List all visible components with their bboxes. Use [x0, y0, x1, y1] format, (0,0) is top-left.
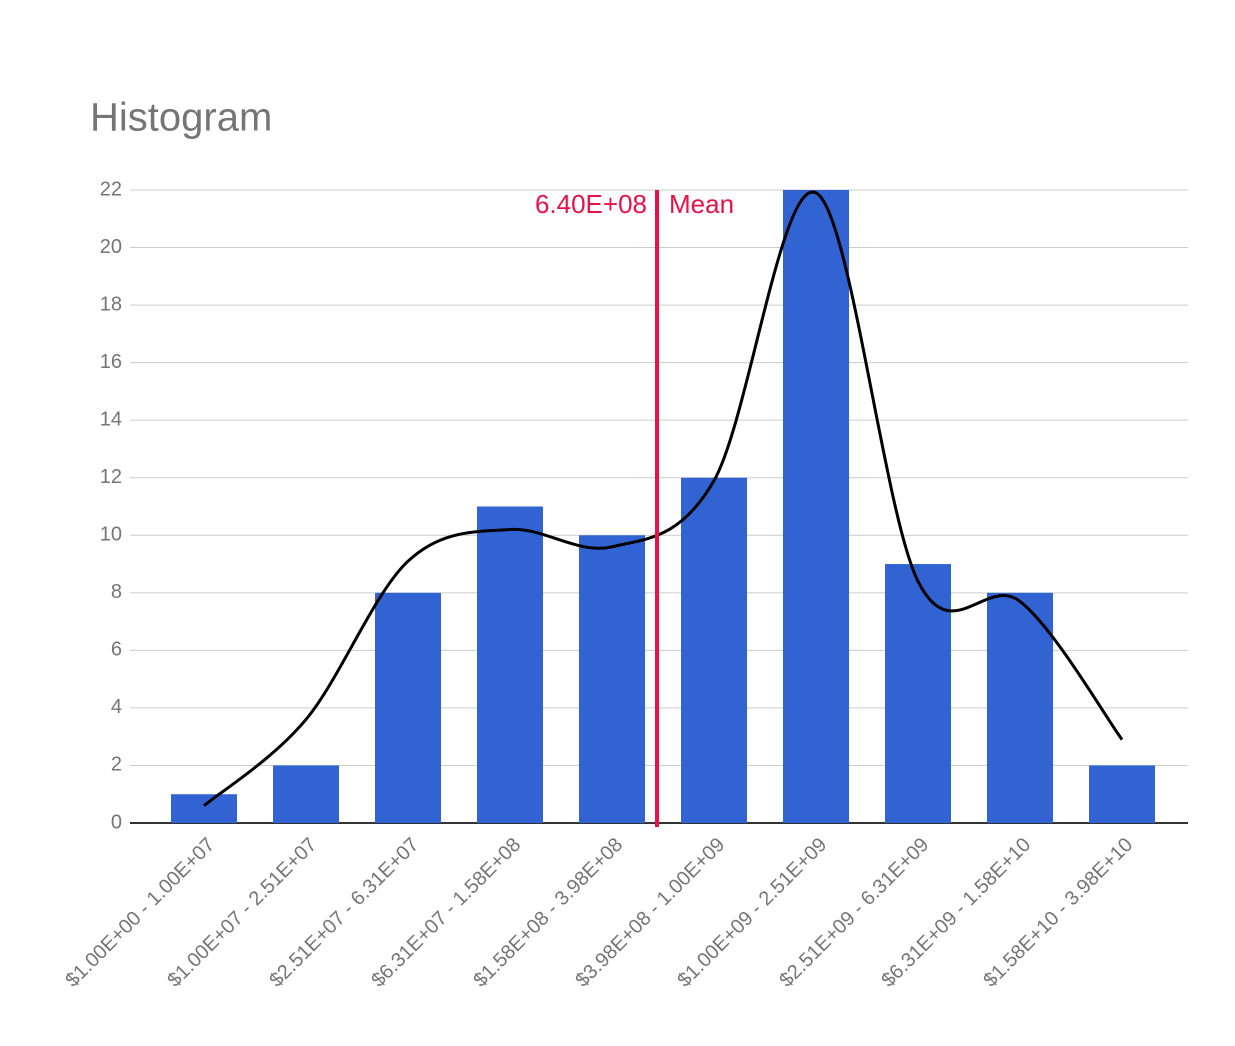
bar	[681, 477, 747, 823]
bar	[273, 765, 339, 823]
bar	[1089, 765, 1155, 823]
y-tick-label: 2	[111, 754, 122, 776]
bar	[783, 190, 849, 823]
mean-value-label: 6.40E+08	[535, 189, 647, 219]
y-tick-label: 6	[111, 639, 122, 661]
mean-name-label: Mean	[669, 189, 734, 219]
y-tick-label: 16	[100, 351, 122, 373]
density-line	[203, 190, 1124, 807]
y-tick-label: 20	[100, 236, 122, 258]
bar	[375, 592, 441, 823]
bar	[171, 794, 237, 823]
y-tick-label: 22	[100, 178, 122, 200]
bar	[987, 592, 1053, 823]
bar	[885, 564, 951, 823]
chart-title: Histogram	[90, 96, 272, 140]
y-tick-label: 4	[111, 696, 122, 718]
bar	[477, 506, 543, 823]
y-tick-label: 0	[111, 811, 122, 833]
y-tick-label: 14	[100, 408, 122, 430]
y-tick-label: 8	[111, 581, 122, 603]
y-tick-label: 10	[100, 524, 122, 546]
y-tick-label: 18	[100, 293, 122, 315]
bar	[579, 535, 645, 823]
y-tick-label: 12	[100, 466, 122, 488]
